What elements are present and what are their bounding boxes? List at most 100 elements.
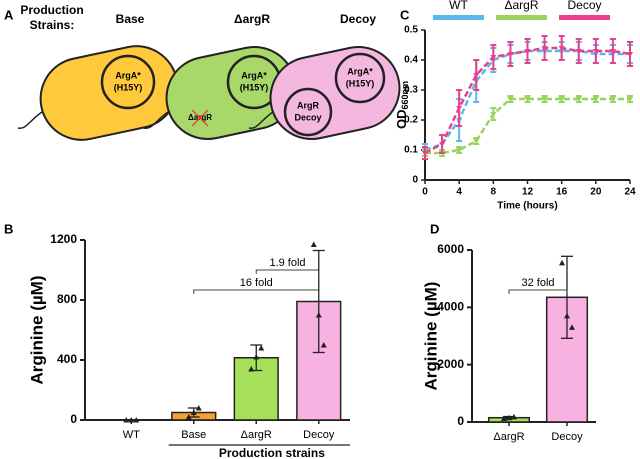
data-point	[564, 312, 570, 319]
legend-swatch	[496, 15, 547, 20]
y-axis-title-sub: 660nm	[400, 81, 410, 110]
plasmid	[283, 87, 333, 137]
y-tick-label: 0	[412, 175, 418, 186]
data-point	[541, 97, 548, 102]
heading: Production	[20, 3, 83, 17]
data-point	[185, 414, 192, 420]
gene: ArgA*	[115, 70, 141, 80]
data-point	[258, 345, 265, 351]
x-axis-title: Production strains	[219, 446, 325, 459]
data-point	[507, 97, 514, 102]
x-tick-label: 0	[422, 187, 428, 198]
annotation: 1.9 fold	[269, 257, 305, 269]
y-tick-label: 0	[70, 412, 77, 426]
x-tick-label: 12	[522, 187, 534, 198]
annotation: 16 fold	[240, 277, 273, 289]
legend-swatch	[559, 15, 610, 20]
cell	[39, 45, 179, 141]
y-tick-label: 2000	[437, 357, 464, 371]
cross	[191, 109, 209, 127]
data-point	[627, 52, 633, 57]
gene: ArgR	[297, 100, 319, 110]
data-point	[195, 405, 202, 411]
panel-a: A Production Strains: Base ΔargR Decoy A…	[4, 3, 401, 141]
data-point	[123, 417, 130, 423]
y-tick-label: 0.4	[404, 55, 418, 66]
data-point	[559, 259, 565, 266]
data-point	[133, 417, 140, 423]
strain-name: Decoy	[340, 12, 376, 26]
y-tick-label: 0.3	[404, 85, 418, 96]
data-point	[575, 97, 582, 102]
x-tick-label: ΔargR	[241, 429, 272, 441]
gene: ArgA*	[241, 70, 267, 80]
legend-label: WT	[449, 0, 468, 12]
x-tick-label: 4	[456, 187, 462, 198]
y-tick-label: 0	[457, 414, 464, 428]
data-point	[507, 52, 514, 57]
y-tick-label: 400	[57, 352, 77, 366]
gene: (H15Y)	[240, 82, 269, 92]
data-point	[575, 49, 582, 54]
data-point	[456, 148, 463, 153]
data-point	[253, 354, 260, 360]
x-axis-title: Time (hours)	[497, 201, 557, 212]
x-tick-label: 24	[624, 187, 636, 198]
x-tick-label: Decoy	[303, 429, 335, 441]
y-tick-label: 1200	[50, 232, 77, 246]
fold-bracket	[255, 269, 320, 274]
data-point	[558, 97, 565, 102]
data-point	[473, 73, 480, 78]
data-point	[128, 417, 135, 423]
gene: (H15Y)	[346, 78, 375, 88]
strain-name: Base	[116, 12, 145, 26]
data-point	[627, 97, 633, 102]
strain-name: ΔargR	[234, 12, 270, 26]
data-point	[506, 414, 512, 421]
panel-label: A	[4, 7, 14, 22]
data-point	[558, 46, 565, 51]
y-tick-label: 4000	[437, 300, 464, 314]
y-axis-title: OD660nm	[394, 81, 410, 129]
data-point	[473, 139, 480, 144]
x-tick-label: WT	[123, 429, 140, 441]
fold-bracket	[193, 289, 320, 294]
x-tick-label: Base	[181, 429, 206, 441]
cell	[269, 46, 401, 140]
data-point	[592, 49, 599, 54]
data-point	[439, 142, 446, 147]
y-tick-label: 0.1	[404, 145, 418, 156]
data-point	[524, 97, 531, 102]
data-point	[310, 241, 317, 247]
data-point	[541, 46, 548, 51]
plasmid	[100, 54, 156, 110]
x-tick-label: 20	[590, 187, 602, 198]
fold-bracket	[508, 289, 568, 294]
data-point	[524, 49, 531, 54]
y-tick-label: 0.2	[404, 115, 418, 126]
flagellum	[143, 111, 169, 129]
heading: Strains:	[30, 18, 75, 32]
plasmid	[334, 52, 386, 104]
x-tick-label: Decoy	[551, 431, 583, 443]
gene: ArgA*	[347, 66, 373, 76]
data-point	[501, 415, 507, 422]
legend-label: ΔargR	[504, 0, 538, 12]
data-point	[569, 324, 575, 330]
data-point	[592, 97, 599, 102]
data-point	[511, 413, 517, 420]
y-axis-title-main: OD	[394, 110, 409, 130]
data-point	[456, 106, 463, 111]
y-tick-label: 6000	[437, 242, 464, 256]
data-point	[490, 112, 497, 117]
x-tick-label: ΔargR	[493, 431, 524, 443]
data-point	[422, 151, 428, 156]
y-axis-title: Arginine (µM)	[27, 276, 46, 385]
data-point	[315, 312, 322, 318]
y-tick-label: 800	[57, 292, 77, 306]
data-point	[490, 55, 497, 60]
data-point	[248, 366, 255, 372]
gene: Decoy	[294, 112, 321, 122]
flagellum	[248, 111, 274, 129]
